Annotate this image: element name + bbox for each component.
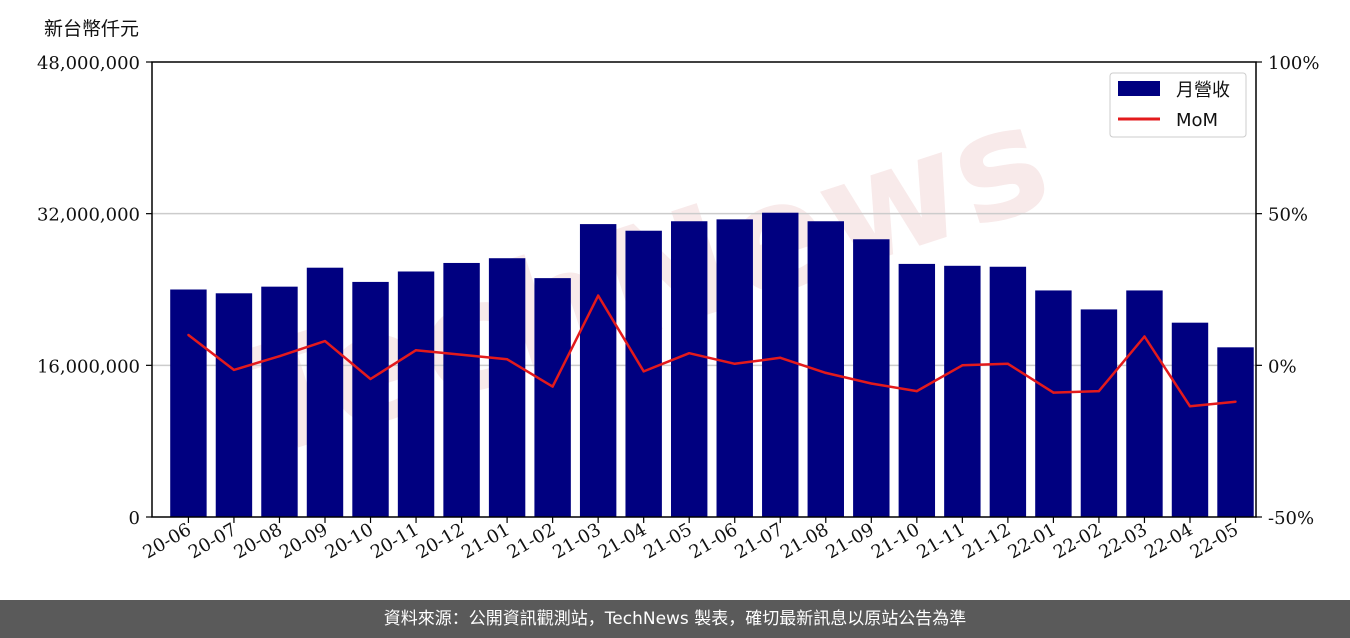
mom-point-21-01 — [505, 358, 509, 361]
bar-22-01 — [1035, 290, 1072, 517]
mom-point-20-10 — [369, 377, 372, 381]
y-left-tick-label: 32,000,000 — [37, 205, 140, 226]
revenue-chart: TechNews 016,000,00032,000,00048,000,000… — [37, 53, 1320, 563]
x-tick-label: 21-09 — [822, 519, 877, 563]
mom-point-21-11 — [961, 364, 964, 367]
y-right-tick-label: 0% — [1268, 356, 1297, 377]
x-tick-label: 21-04 — [595, 519, 650, 563]
bar-22-04 — [1171, 322, 1209, 517]
bar-21-02 — [534, 278, 571, 517]
x-tick-label: 20-06 — [139, 519, 194, 563]
mom-point-20-06 — [187, 333, 190, 337]
mom-point-20-11 — [414, 348, 418, 352]
bar-20-11 — [397, 271, 435, 517]
mom-line — [187, 294, 1236, 408]
mom-point-22-03 — [1143, 335, 1146, 338]
x-tick-label: 21-01 — [458, 519, 513, 563]
x-tick-label: 21-12 — [959, 519, 1014, 563]
bar-22-05 — [1217, 347, 1254, 517]
x-tick-label: 20-12 — [413, 519, 468, 563]
mom-point-22-02 — [1097, 389, 1101, 393]
y-right-tick-label: 50% — [1268, 205, 1308, 226]
mom-point-21-07 — [779, 356, 782, 359]
x-tick-label: 21-11 — [913, 519, 968, 563]
bar-21-06 — [716, 219, 753, 517]
bars — [170, 212, 1254, 517]
y-right-tick-label: 100% — [1268, 53, 1319, 74]
x-tick-label: 20-07 — [185, 519, 240, 563]
bar-21-11 — [944, 265, 981, 517]
x-tick-label: 21-07 — [731, 519, 786, 563]
x-tick-label: 20-09 — [276, 519, 331, 563]
bar-22-02 — [1080, 309, 1118, 517]
bar-20-12 — [443, 262, 480, 517]
bar-21-07 — [762, 212, 799, 517]
legend-label-mom: MoM — [1176, 110, 1218, 131]
bar-21-05 — [670, 221, 708, 517]
legend-label-revenue: 月營收 — [1176, 80, 1230, 101]
y-left-tick-label: 0 — [129, 508, 140, 529]
x-tick-label: 22-01 — [1004, 519, 1059, 563]
legend: 月營收 MoM — [1109, 72, 1247, 138]
bar-21-12 — [989, 266, 1027, 517]
mom-point-21-09 — [870, 382, 873, 385]
mom-point-21-10 — [915, 389, 919, 393]
mom-point-21-08 — [824, 371, 827, 375]
x-tick-label: 21-06 — [686, 519, 741, 563]
mom-point-20-09 — [323, 339, 327, 343]
bar-22-03 — [1126, 290, 1163, 517]
mom-point-21-03 — [596, 294, 600, 297]
mom-point-21-06 — [733, 362, 736, 366]
bar-20-06 — [170, 289, 207, 517]
x-tick-label: 21-03 — [549, 519, 604, 563]
mom-point-21-02 — [551, 385, 554, 388]
x-tick-label: 21-08 — [777, 519, 832, 563]
legend-bar-swatch — [1118, 81, 1160, 96]
y-axis-unit-label: 新台幣仟元 — [44, 18, 140, 40]
mom-point-20-08 — [278, 355, 281, 358]
bar-21-04 — [625, 230, 662, 517]
plot-frame — [151, 61, 1257, 518]
x-tick-label: 21-02 — [504, 519, 559, 563]
bar-20-07 — [215, 293, 253, 517]
x-tick-label: 20-11 — [367, 519, 422, 563]
x-tick-label: 21-10 — [868, 519, 923, 563]
x-tick-label: 20-08 — [231, 519, 286, 563]
mom-point-21-05 — [688, 352, 691, 355]
y-left-tick-label: 16,000,000 — [37, 356, 140, 377]
y-right-tick-label: -50% — [1268, 508, 1314, 529]
bar-20-09 — [306, 267, 344, 517]
mom-point-22-01 — [1052, 391, 1055, 394]
footer-source-note: 資料來源：公開資訊觀測站，TechNews 製表，確切最新訊息以原站公告為準 — [0, 600, 1350, 638]
mom-point-20-12 — [460, 353, 463, 356]
x-tick-label: 22-02 — [1050, 519, 1105, 563]
x-tick-label: 22-05 — [1187, 519, 1242, 563]
bar-21-01 — [488, 258, 526, 517]
x-tick-label: 20-10 — [322, 519, 377, 563]
mom-point-22-05 — [1234, 400, 1237, 403]
x-tick-label: 21-05 — [640, 519, 695, 563]
bar-21-09 — [853, 239, 890, 517]
x-tick-label: 22-04 — [1141, 519, 1196, 563]
mom-point-22-04 — [1188, 405, 1192, 408]
mom-point-21-12 — [1006, 362, 1010, 366]
x-tick-label: 22-03 — [1096, 519, 1151, 563]
y-left-tick-label: 48,000,000 — [37, 53, 140, 74]
mom-point-21-04 — [642, 370, 645, 373]
mom-line-group — [187, 294, 1237, 408]
mom-point-20-07 — [232, 368, 236, 372]
bar-21-03 — [579, 224, 617, 517]
bar-20-10 — [352, 281, 389, 517]
bar-20-08 — [261, 286, 298, 517]
